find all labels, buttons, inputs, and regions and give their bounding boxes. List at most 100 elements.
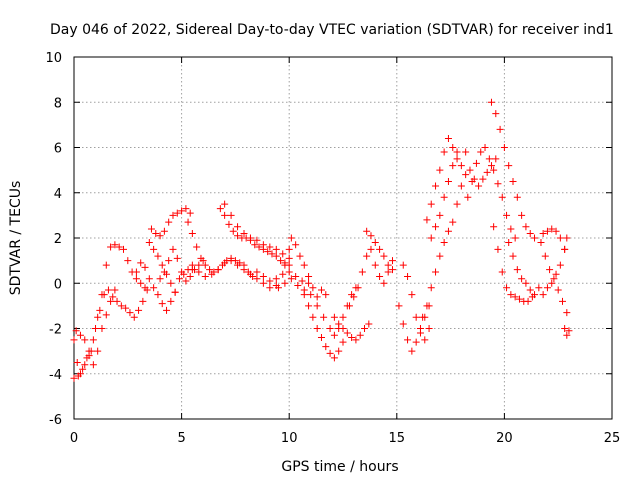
point-29-5: [561, 245, 569, 253]
point-0-3: [81, 361, 89, 369]
x-tick-label-0: 0: [70, 431, 78, 446]
point-26-5: [526, 286, 534, 294]
y-tick-label-7: 8: [54, 96, 62, 111]
point-3-0: [132, 268, 140, 276]
point-4-6: [171, 288, 179, 296]
series-arc-1: [70, 241, 149, 378]
point-14-6: [326, 349, 334, 357]
point-24-7: [518, 211, 526, 219]
point-8-4: [214, 266, 222, 274]
point-0-11: [115, 243, 123, 251]
point-27-4: [554, 286, 562, 294]
point-18-1: [399, 320, 407, 328]
point-24-4: [505, 162, 513, 170]
point-23-2: [472, 159, 480, 167]
point-15-1: [335, 320, 343, 328]
series-arc-30: [539, 225, 569, 253]
point-28-3: [552, 270, 560, 278]
point-15-6: [356, 331, 364, 339]
point-24-2: [496, 125, 504, 133]
point-10-1: [227, 211, 235, 219]
point-25-3: [503, 284, 511, 292]
point-11-2: [266, 277, 274, 285]
point-21-3: [436, 166, 444, 174]
point-0-0: [70, 336, 78, 344]
series-arc-18: [363, 227, 396, 287]
y-tick-label-1: -4: [49, 368, 62, 383]
point-21-2: [432, 182, 440, 190]
point-20-13: [475, 182, 483, 190]
series-arc-26: [490, 223, 536, 305]
point-3-5: [154, 291, 162, 299]
point-6-1: [160, 268, 168, 276]
point-1-15: [135, 306, 143, 314]
point-14-5: [322, 343, 330, 351]
point-23-1: [468, 177, 476, 185]
point-12-9: [317, 286, 325, 294]
point-23-6: [490, 166, 498, 174]
point-16-8: [380, 252, 388, 260]
point-15-8: [365, 320, 373, 328]
point-6-6: [182, 277, 190, 285]
point-0-12: [119, 245, 127, 253]
point-3-4: [150, 284, 158, 292]
point-2-5: [94, 347, 102, 355]
point-25-8: [524, 297, 532, 305]
point-27-1: [541, 252, 549, 260]
x-tick-label-3: 15: [389, 431, 406, 446]
point-6-5: [178, 268, 186, 276]
point-2-3: [85, 352, 93, 360]
point-4-0: [145, 239, 153, 247]
point-8-11: [259, 279, 267, 287]
point-20-17: [492, 155, 500, 163]
point-28-1: [543, 284, 551, 292]
point-21-1: [427, 200, 435, 208]
y-tick-label-0: -6: [49, 413, 62, 428]
point-29-3: [552, 227, 560, 235]
series-arc-29: [539, 234, 571, 299]
point-29-4: [556, 234, 564, 242]
point-22-0: [427, 234, 435, 242]
point-22-5: [449, 162, 457, 170]
point-20-3: [432, 268, 440, 276]
point-1-4: [87, 347, 95, 355]
point-16-7: [376, 245, 384, 253]
point-7-4: [201, 261, 209, 269]
point-0-16: [137, 279, 145, 287]
point-7-5: [206, 266, 214, 274]
point-1-5: [92, 325, 100, 332]
series-arc-12: [253, 268, 313, 287]
series-arc-28: [537, 239, 571, 317]
point-1-8: [104, 286, 112, 294]
point-1-16: [139, 297, 147, 305]
point-28-6: [563, 234, 571, 242]
point-19-4: [416, 329, 424, 337]
point-11-7: [298, 277, 306, 285]
point-15-3: [343, 329, 351, 337]
point-8-9: [246, 270, 254, 278]
point-9-0: [216, 205, 224, 213]
point-22-6: [453, 148, 461, 156]
point-24-10: [531, 234, 539, 242]
x-tick-label-5: 25: [604, 431, 621, 446]
point-26-1: [509, 252, 517, 260]
point-1-0: [70, 374, 78, 382]
point-21-9: [462, 148, 470, 156]
series-arc-31: [561, 325, 573, 339]
x-axis-label: GPS time / hours: [281, 459, 398, 475]
point-9-1: [221, 211, 229, 219]
point-23-0: [464, 193, 472, 201]
point-14-7: [330, 354, 338, 362]
point-2-9: [111, 286, 119, 294]
point-10-6: [259, 241, 267, 249]
point-11-8: [305, 279, 313, 287]
point-1-2: [79, 365, 87, 373]
point-10-0: [221, 200, 229, 208]
point-20-0: [419, 313, 427, 321]
point-22-2: [436, 211, 444, 219]
point-2-6: [98, 325, 106, 332]
point-5-8: [182, 205, 190, 213]
series-arc-11: [221, 200, 293, 262]
point-2-7: [102, 311, 110, 319]
series-arc-27: [505, 239, 543, 299]
